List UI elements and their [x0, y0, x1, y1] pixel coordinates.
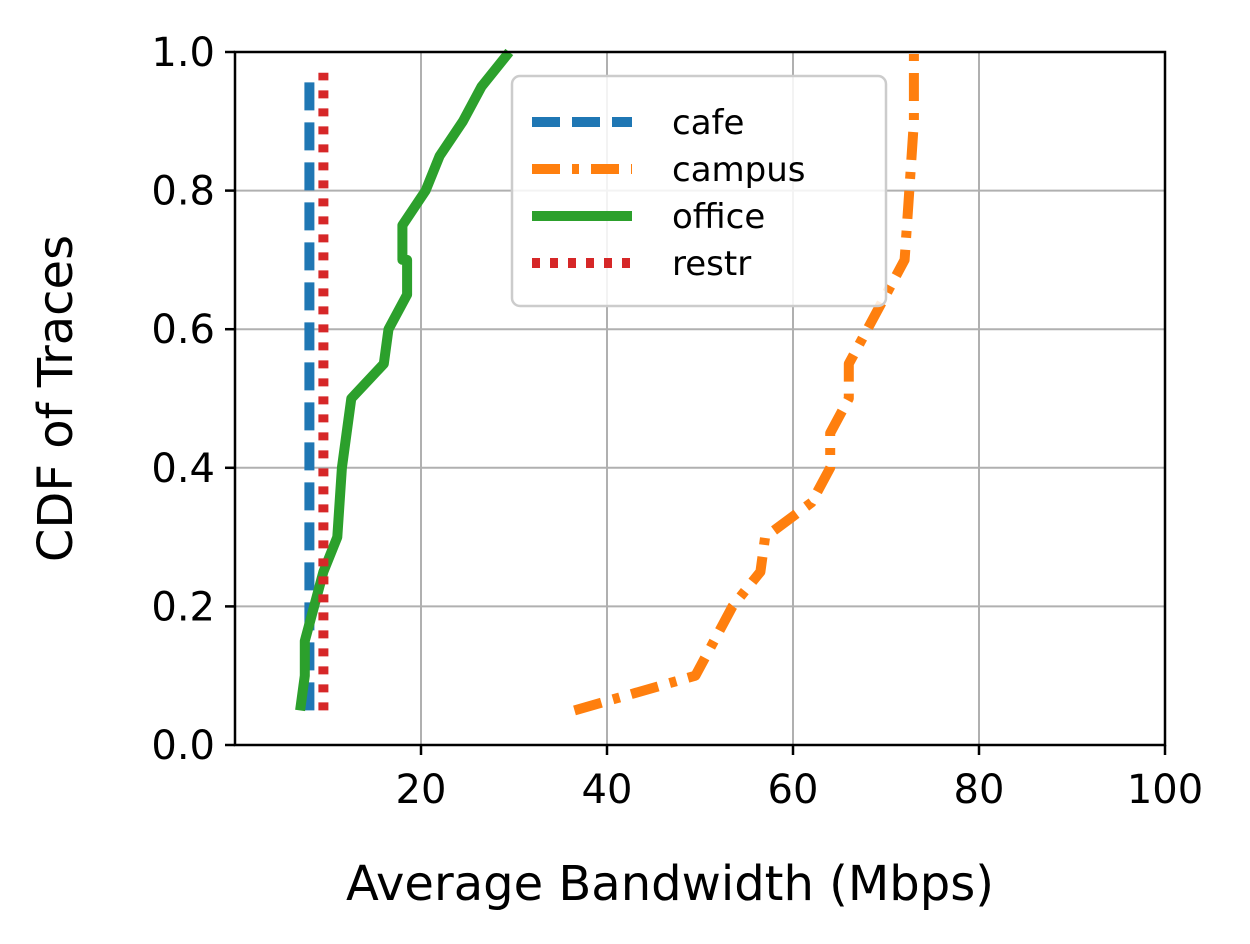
series-lines — [295, 48, 919, 716]
legend-label: restr — [672, 244, 751, 284]
series-line-campus — [573, 52, 919, 716]
x-tick-label: 80 — [954, 767, 1005, 813]
legend: cafe campus office restr — [510, 74, 888, 308]
y-tick-label: 0.8 — [151, 169, 215, 215]
y-axis-title: CDF of Traces — [28, 235, 84, 562]
y-tick-label: 0.4 — [151, 446, 215, 492]
legend-label: campus — [672, 150, 806, 190]
y-tick-label: 0.6 — [151, 307, 215, 353]
legend-box — [510, 74, 888, 308]
y-tick-label: 1.0 — [151, 30, 215, 76]
series-line-office — [295, 48, 514, 712]
x-tick-label: 60 — [768, 767, 819, 813]
x-tick-label: 40 — [582, 767, 633, 813]
y-tick-label: 0.0 — [151, 723, 215, 769]
y-tick-label: 0.2 — [151, 584, 215, 630]
axis-ticks: 20 40 60 80 100 0.0 0.2 0.4 0.6 0.8 1.0 — [151, 30, 1203, 813]
x-tick-label: 100 — [1127, 767, 1203, 813]
plot-frame — [233, 50, 1167, 747]
legend-label: cafe — [672, 103, 744, 143]
legend-label: office — [672, 197, 765, 237]
x-tick-label: 20 — [396, 767, 447, 813]
x-axis-title: Average Bandwidth (Mbps) — [346, 856, 994, 912]
